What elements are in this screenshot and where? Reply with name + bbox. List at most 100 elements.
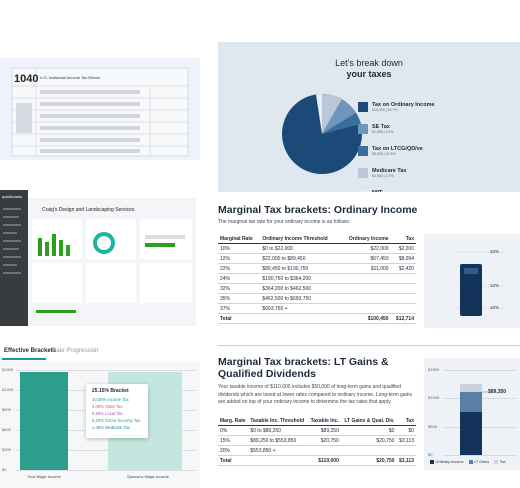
pie-slice — [322, 99, 356, 134]
stack-segment — [460, 412, 482, 455]
table-row: 10% $0 to $22,000 $22,000 $2,200 — [218, 243, 416, 254]
legend-swatch — [358, 190, 368, 192]
section-paragraph: Your taxable income of $110,000 includes… — [218, 384, 412, 405]
column-header: Marginal Rate — [218, 234, 261, 244]
legend: Tax on Ordinary Income $10,000 | 24.7% SE … — [358, 102, 518, 192]
table-cell — [307, 445, 341, 456]
table-cell: $89,250 to $553,850 — [248, 435, 308, 446]
y-label: $50K — [428, 423, 438, 429]
table-row: 20% $553,850 + — [218, 445, 416, 456]
stack-segment — [460, 384, 482, 392]
table-row: 24% $190,750 to $364,200 — [218, 273, 416, 284]
table-cell: $364,200 to $462,500 — [260, 283, 341, 294]
total-cell: $100,450 — [340, 313, 391, 324]
table-cell: $0 — [396, 425, 416, 436]
legend-text: NIIT$300 | 0.7% — [372, 190, 391, 192]
table-cell: $0 to $22,000 — [260, 243, 341, 254]
legend-label: SE Tax — [372, 124, 390, 130]
table-cell: 15% — [218, 435, 249, 446]
lt-chart: $150K $100K $50K $0 $89,350 Ordinary Income… — [424, 358, 520, 470]
tab-underline — [2, 358, 46, 360]
pie-slice — [322, 94, 342, 134]
brackets-tile: Effective Brackets Rate Progression $150… — [0, 340, 200, 488]
legend-swatch — [430, 460, 434, 464]
legend-text: Tax on LTCG/QD/ve $5,000 | 12.3% — [372, 146, 423, 156]
legend-label: Medicare Tax — [372, 168, 407, 174]
tooltip: 25.15% Bracket 10.00% Income Tax 3.09% St… — [86, 384, 148, 438]
table-cell: $2,420 — [390, 263, 416, 274]
legend-label: NIIT — [372, 190, 391, 192]
bracket-label: 22% — [490, 249, 500, 254]
progress — [145, 243, 175, 247]
column-header: Taxable Inc. — [307, 416, 341, 426]
progress — [36, 310, 76, 313]
tab[interactable]: Rate Progression — [52, 348, 99, 354]
column-header: Tax — [390, 234, 416, 244]
lt-table-wrap: Marg. Rate Taxable Inc. Threshold Taxable … — [218, 416, 416, 466]
column-header: Marg. Rate — [218, 416, 249, 426]
column-header: Taxable Inc. Threshold — [248, 416, 308, 426]
table-cell: 10% — [218, 243, 261, 254]
y-label: $150K — [428, 367, 440, 372]
form-dots — [40, 90, 140, 153]
card — [86, 263, 136, 303]
table-row: 15% $89,250 to $553,850 $20,750 $20,750 $3,1… — [218, 435, 416, 446]
tab-active[interactable]: Effective Brackets — [4, 348, 57, 354]
ordinary-chart: 22% 12% 10% — [424, 234, 520, 328]
table-header: Marginal Rate Ordinary Income Threshold Or… — [218, 234, 416, 244]
total-cell — [248, 455, 308, 466]
legend-swatch — [468, 460, 473, 464]
legend-label: Tax — [499, 460, 506, 464]
y-label: $0 — [428, 452, 433, 457]
chart-legend: Ordinary Income LT Gains Tax — [430, 460, 506, 464]
table-cell: $2,200 — [390, 243, 416, 254]
topbar — [28, 190, 196, 198]
legend-detail: $1,000 | 2.4% — [372, 130, 394, 134]
stack-segment — [460, 392, 482, 412]
income-bar — [460, 264, 482, 316]
tooltip-line: 3.09% State Tax — [92, 404, 123, 409]
legend-label: LT Gains — [474, 460, 490, 464]
table-cell: $462,500 to $693,750 — [260, 293, 341, 304]
table-cell: 37% — [218, 303, 261, 314]
legend-item: SE Tax $1,000 | 2.4% — [358, 124, 446, 146]
dashboard-tile: quickbooks Craig's Design and Landscapin… — [0, 190, 196, 326]
table-cell: $0 to $89,250 — [248, 425, 308, 436]
table-total: Total $100,450 $12,714 — [218, 313, 416, 324]
pie — [282, 94, 362, 174]
column-header: Ordinary Income — [340, 234, 391, 244]
form-sheet — [11, 67, 189, 157]
ordinary-chart-image — [454, 251, 504, 316]
table-cell — [340, 273, 391, 284]
legend-swatch — [494, 460, 499, 464]
table-cell — [396, 445, 416, 456]
legend-detail: $5,000 | 12.3% — [372, 152, 396, 156]
legend-item: NIIT$300 | 0.7% — [358, 190, 446, 192]
table-cell: $553,850 + — [248, 445, 308, 456]
table-row: 37% $693,750 + — [218, 303, 416, 314]
card — [32, 263, 82, 303]
table-cell: 24% — [218, 273, 261, 284]
company-name: Craig's Design and Landscaping Services — [42, 207, 135, 213]
form-sidebox — [16, 103, 32, 133]
table-cell — [390, 293, 416, 304]
table-row: 0% $0 to $89,250 $89,250 $0 $0 — [218, 425, 416, 436]
tooltip-lines: 10.00% Income Tax 3.09% State Tax 0.56% Lo… — [92, 396, 148, 431]
table-cell: 22% — [218, 263, 261, 274]
heading-line2: your taxes — [346, 69, 392, 79]
table-row: 32% $364,200 to $462,500 — [218, 283, 416, 294]
table-cell: 20% — [218, 445, 249, 456]
total-cell — [260, 313, 341, 324]
bracket-label: 10% — [490, 305, 500, 310]
column-header: LT Gains & Qual. Div. — [340, 416, 397, 426]
tooltip-title: 25.15% Bracket — [92, 388, 129, 394]
breakdown-panel: Let's break down your taxes Tax on Ordin… — [218, 42, 520, 192]
table-cell: $3,113 — [396, 435, 416, 446]
heading-line1: Let's break down — [335, 58, 403, 68]
table-row: 35% $462,500 to $693,750 — [218, 293, 416, 304]
table-cell — [390, 283, 416, 294]
y-label: $30K — [2, 447, 12, 452]
form-title: U.S. Individual Income Tax Return — [40, 75, 100, 80]
legend-swatch — [358, 168, 368, 178]
